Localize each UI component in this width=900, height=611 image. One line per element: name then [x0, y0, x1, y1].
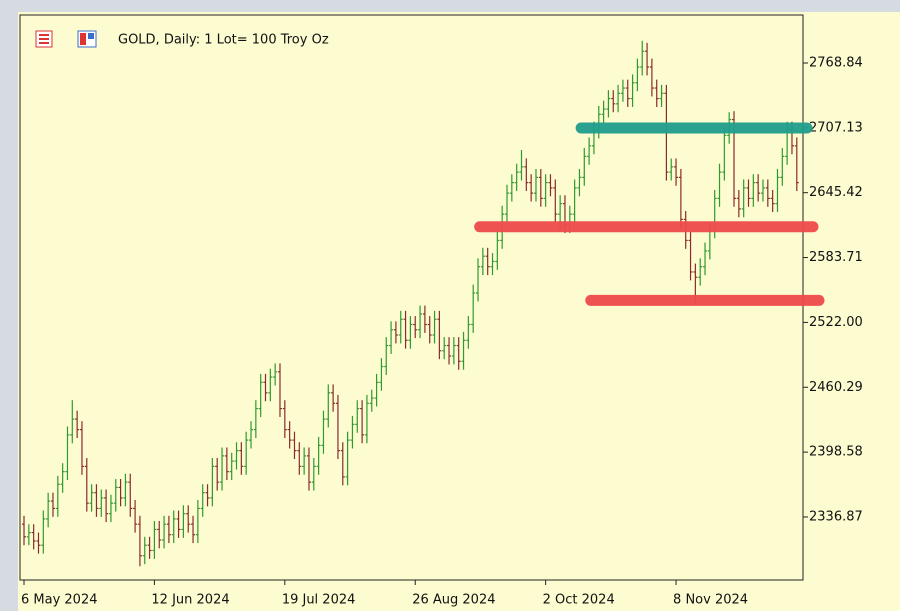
x-tick-label: 12 Jun 2024 [151, 593, 229, 608]
icon-block [88, 33, 94, 39]
chart-title: GOLD, Daily: 1 Lot= 100 Troy Oz [118, 33, 329, 48]
chart-background [18, 12, 900, 611]
y-tick-label: 2336.87 [809, 509, 863, 524]
x-tick-label: 19 Jul 2024 [282, 593, 356, 608]
y-tick-label: 2583.71 [809, 250, 863, 265]
x-tick-label: 26 Aug 2024 [412, 593, 495, 608]
y-tick-label: 2460.29 [809, 380, 863, 395]
icon-list[interactable] [35, 30, 53, 48]
y-tick-label: 2768.84 [809, 55, 863, 70]
icon-block [80, 33, 86, 45]
x-tick-label: 2 Oct 2024 [543, 593, 615, 608]
y-tick-label: 2522.00 [809, 315, 863, 330]
y-tick-label: 2398.58 [809, 445, 863, 460]
x-tick-label: 6 May 2024 [21, 593, 98, 608]
x-tick-label: 8 Nov 2024 [673, 593, 748, 608]
y-tick-label: 2707.13 [809, 120, 863, 135]
icon-window[interactable] [77, 30, 97, 48]
y-tick-label: 2645.42 [809, 185, 863, 200]
